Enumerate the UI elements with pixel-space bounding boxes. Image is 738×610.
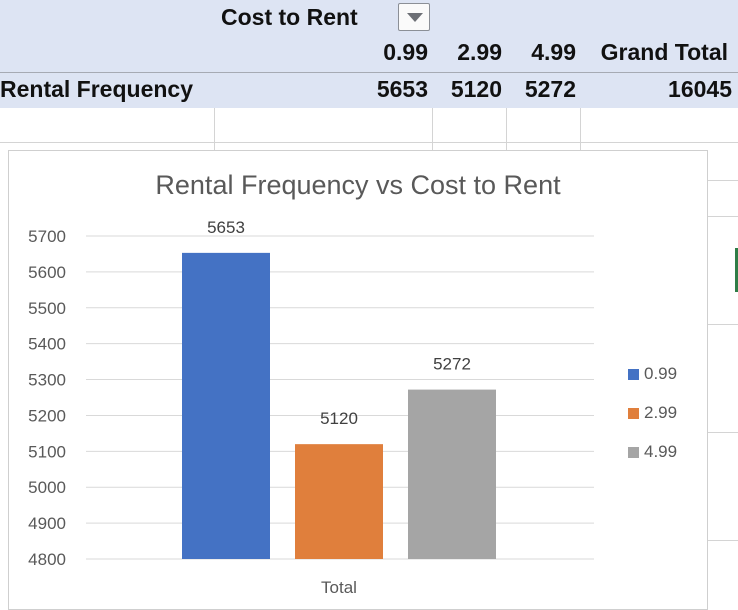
data-label: 5120 (320, 409, 358, 428)
cell-gridline (708, 216, 738, 217)
legend-label: 0.99 (644, 364, 678, 383)
legend-swatch (628, 369, 639, 380)
legend-label: 2.99 (644, 403, 678, 422)
pivot-column-header[interactable]: Grand Total (600, 39, 728, 65)
cell-gridline (580, 108, 581, 150)
x-tick-label: Total (321, 578, 357, 597)
chevron-down-icon (407, 13, 423, 22)
pivot-cell[interactable]: 16045 (668, 76, 732, 102)
legend-label: 4.99 (644, 442, 678, 461)
bar[interactable] (182, 252, 270, 559)
y-tick-label: 5700 (28, 227, 66, 246)
pivot-column-field[interactable]: Cost to Rent (221, 4, 358, 30)
y-tick-label: 5300 (28, 371, 66, 390)
chart-title[interactable]: Rental Frequency vs Cost to Rent (155, 170, 561, 200)
pivot-cell[interactable]: 5272 (524, 76, 576, 102)
data-label: 5653 (207, 218, 245, 237)
cell-gridline (506, 108, 507, 150)
cell-gridline (708, 540, 738, 541)
cell-gridline (432, 108, 433, 150)
bar[interactable] (295, 444, 383, 559)
y-tick-label: 5500 (28, 299, 66, 318)
cell-gridline (0, 142, 738, 143)
y-tick-label: 5000 (28, 478, 66, 497)
legend-swatch (628, 447, 639, 458)
pivot-header-band (0, 0, 738, 108)
data-label: 5272 (433, 355, 471, 374)
y-tick-label: 5200 (28, 406, 66, 425)
y-tick-label: 5600 (28, 263, 66, 282)
y-tick-label: 4900 (28, 514, 66, 533)
y-tick-label: 4800 (28, 550, 66, 569)
pivot-column-header[interactable]: 0.99 (383, 39, 428, 65)
pivot-divider (0, 72, 738, 73)
legend-swatch (628, 408, 639, 419)
y-tick-label: 5100 (28, 442, 66, 461)
cell-gridline (708, 432, 738, 433)
y-tick-label: 5400 (28, 335, 66, 354)
pivot-column-header[interactable]: 2.99 (457, 39, 502, 65)
cell-gridline (214, 108, 215, 150)
pivot-cell[interactable]: 5653 (376, 76, 428, 102)
cell-gridline (708, 324, 738, 325)
pivot-cell[interactable]: 5120 (450, 76, 502, 102)
filter-dropdown-button[interactable] (398, 3, 430, 31)
pivot-row-label[interactable]: Rental Frequency (0, 76, 193, 102)
cell-gridline (708, 180, 738, 181)
selection-indicator (735, 248, 738, 292)
pivot-column-header[interactable]: 4.99 (531, 39, 576, 65)
bar[interactable] (408, 389, 496, 559)
